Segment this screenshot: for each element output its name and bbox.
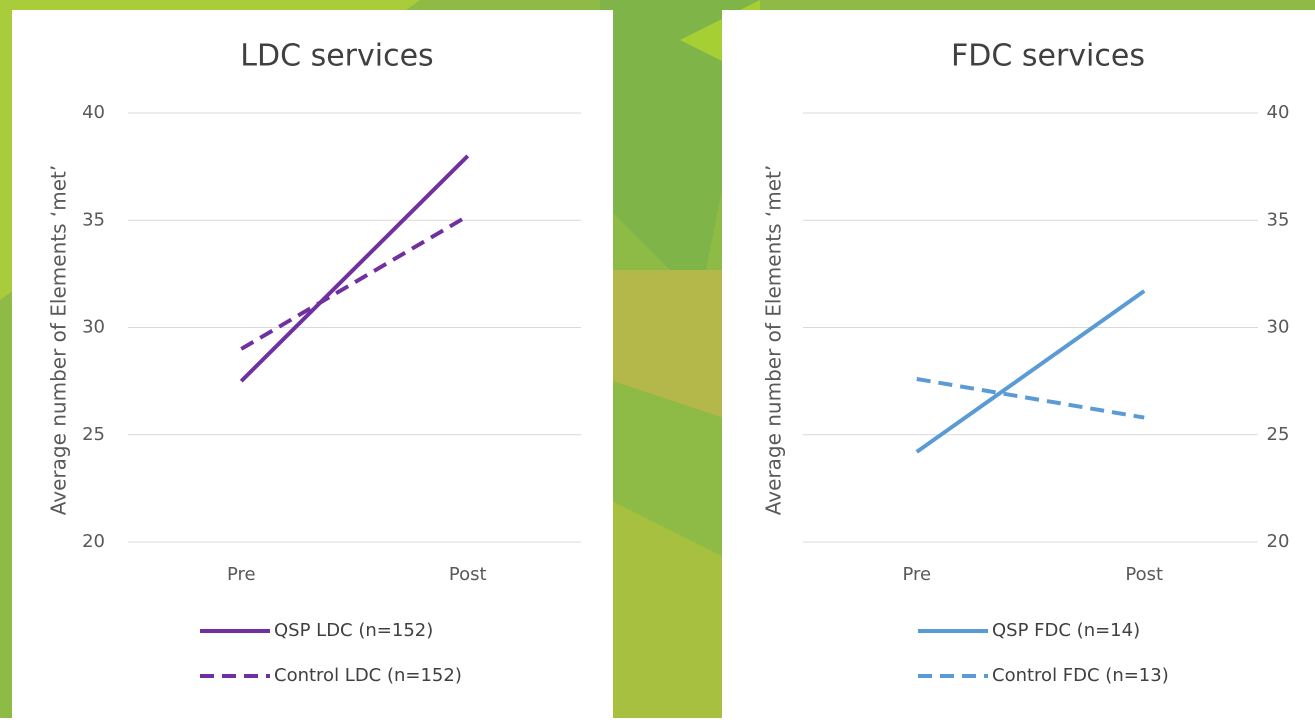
legend-label: Control LDC (n=152) (274, 665, 462, 686)
chart-title: LDC services (240, 39, 433, 74)
y-tick-label: 35 (1267, 209, 1290, 230)
x-tick-label: Post (449, 564, 487, 585)
x-tick-label: Post (1125, 564, 1163, 585)
y-tick-label: 35 (82, 209, 105, 230)
legend-label: QSP LDC (n=152) (274, 620, 433, 641)
slide: LDC services Average number of Elements ‘… (0, 0, 1315, 718)
y-tick-label: 30 (1267, 317, 1290, 338)
y-axis-label: Average number of Elements ‘met’ (47, 165, 71, 515)
y-tick-label: 40 (82, 102, 105, 123)
legend-label: Control FDC (n=13) (992, 665, 1169, 686)
x-tick-label: Pre (902, 564, 931, 585)
x-tick-label: Pre (227, 564, 256, 585)
y-tick-label: 40 (1267, 102, 1290, 123)
chart-title: FDC services (951, 39, 1145, 74)
y-tick-label: 20 (1267, 531, 1290, 552)
y-tick-label: 25 (1267, 424, 1290, 445)
legend-label: QSP FDC (n=14) (992, 620, 1140, 641)
y-axis-label: Average number of Elements ‘met’ (762, 165, 786, 515)
chart-panel (722, 10, 1315, 718)
page: LDC services Average number of Elements ‘… (0, 0, 1315, 718)
y-tick-label: 30 (82, 317, 105, 338)
y-tick-label: 20 (82, 531, 105, 552)
y-tick-label: 25 (82, 424, 105, 445)
